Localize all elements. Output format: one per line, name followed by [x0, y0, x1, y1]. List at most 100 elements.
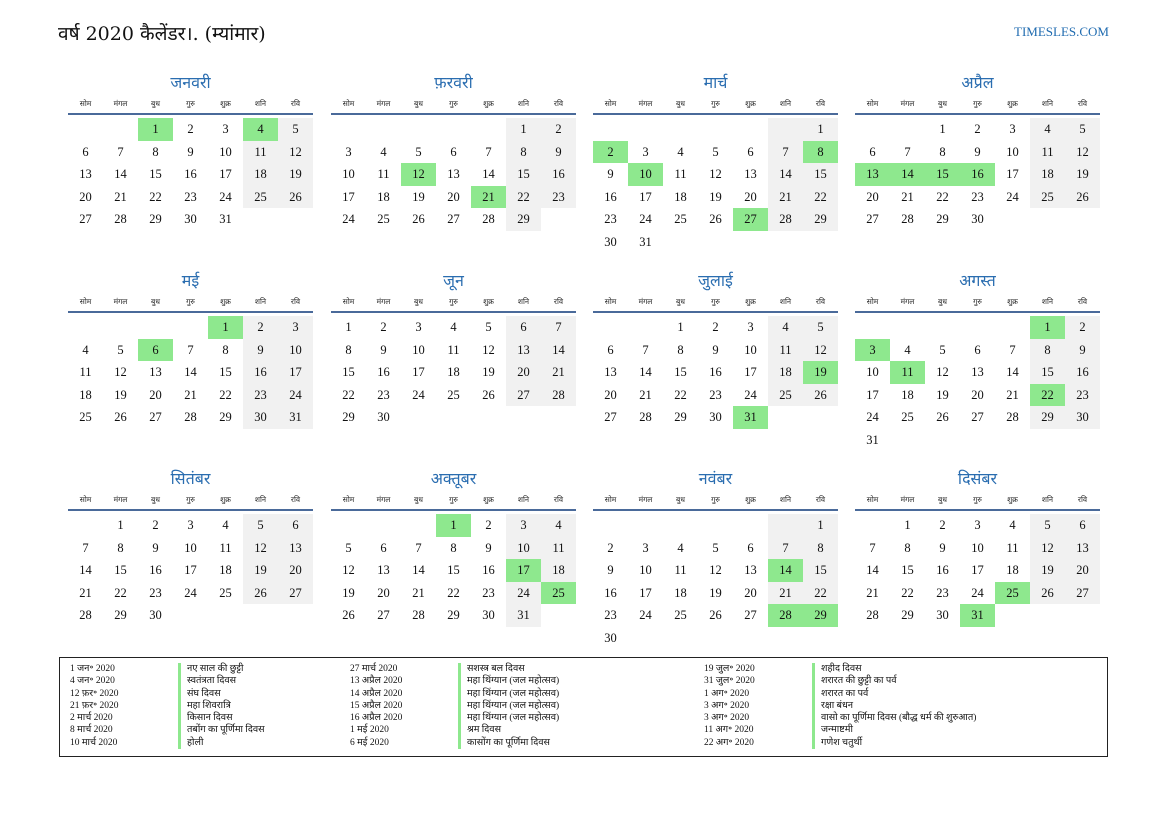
day-cell: 23	[482, 585, 495, 600]
day-cell: 27	[278, 581, 313, 604]
day-cell: 30	[482, 608, 495, 622]
site-link[interactable]: TIMESLES.COM	[1014, 24, 1109, 39]
day-cell: 26	[342, 608, 355, 622]
day-cell: 17	[1006, 167, 1019, 181]
day-cell: 11	[1006, 540, 1019, 555]
day-cell: 22	[1030, 383, 1065, 406]
day-cell: 30	[149, 608, 162, 622]
day-cell: 1	[677, 320, 684, 334]
weekday-header: सोम मंगल बुध गुरु शुक्र शनि रवि	[593, 294, 838, 311]
weekday-label: शुक्र	[220, 495, 231, 504]
day-cell: 7	[869, 540, 876, 555]
weekday-label: सोम	[604, 297, 617, 306]
weekday-label: मंगल	[113, 297, 128, 306]
day-cell: 4	[243, 118, 278, 141]
holiday-row: 3 अग॰ 2020 वासो का पूर्णिमा दिवस (बौद्ध ध…	[694, 712, 976, 725]
day-cell: 12	[1030, 536, 1065, 559]
day-cell: 12	[114, 365, 127, 379]
holiday-row: 8 मार्च 2020 तबोंग का पूर्णिमा दिवस	[60, 724, 265, 737]
day-cell: 7	[768, 536, 803, 559]
day-cell: 15	[219, 365, 232, 379]
day-cell: 3	[415, 320, 422, 334]
day-cell: 24	[184, 585, 197, 600]
day-cell: 17	[219, 167, 232, 181]
holiday-date: 31 जुल॰ 2020	[704, 676, 755, 687]
day-cell: 11	[674, 167, 687, 181]
day-cell: 12	[482, 342, 495, 357]
day-cell: 14	[482, 167, 495, 181]
day-cell: 28	[482, 212, 495, 226]
weekday-label: बुध	[151, 495, 160, 504]
day-cell: 23	[377, 387, 390, 402]
day-cell: 31	[278, 406, 313, 429]
day-cell: 6	[82, 144, 89, 159]
day-cell: 8	[152, 144, 159, 159]
holiday-row: 10 मार्च 2020 होली	[60, 736, 265, 750]
day-cell: 1	[138, 118, 173, 141]
day-cell: 11	[219, 540, 232, 555]
holiday-name: जन्माष्टमी	[812, 724, 853, 737]
day-cell: 6	[607, 342, 614, 357]
day-cell: 3	[278, 316, 313, 339]
month-block: जून सोम मंगल बुध गुरु शुक्र शनि रवि 1 2 3 4 5 6 7 8 9 10 1…	[331, 270, 576, 429]
day-cell: 8	[677, 342, 684, 357]
day-cell: 9	[974, 144, 981, 159]
day-cell: 2	[187, 122, 194, 136]
weekday-label: सोम	[342, 99, 355, 108]
day-cell: 19	[243, 559, 278, 582]
day-cell: 21	[768, 185, 803, 208]
day-cell: 12	[936, 365, 949, 379]
day-cell: 25	[541, 581, 576, 604]
day-cell: 7	[415, 540, 422, 555]
day-cell: 8	[1030, 338, 1065, 361]
day-cell: 29	[803, 208, 838, 231]
day-cell: 8	[803, 140, 838, 163]
holiday-name: संघ दिवस	[178, 687, 221, 700]
day-cell: 28	[866, 608, 879, 622]
day-cell: 1	[904, 518, 911, 532]
empty-cell	[331, 514, 366, 537]
day-cell: 26	[278, 185, 313, 208]
day-cell: 2	[939, 518, 946, 532]
day-cell: 21	[768, 581, 803, 604]
weekday-header: सोम मंगल बुध गुरु शुक्र शनि रवि	[855, 96, 1100, 113]
day-cell: 30	[604, 630, 617, 645]
holiday-row: 12 फ़र॰ 2020 संघ दिवस	[60, 687, 265, 700]
holiday-name: श्रम दिवस	[458, 724, 501, 737]
day-cell: 16	[184, 167, 197, 181]
day-cell: 21	[1006, 387, 1019, 402]
day-cell: 2	[485, 518, 492, 532]
weekday-label: रवि	[290, 297, 301, 306]
holiday-name: गणेश चतुर्थी	[812, 736, 862, 750]
header-divider	[331, 311, 576, 313]
holiday-date: 8 मार्च 2020	[70, 725, 113, 736]
day-cell: 30	[243, 406, 278, 429]
day-cell: 18	[674, 189, 687, 204]
weekday-label: मंगल	[113, 99, 128, 108]
day-cell: 12	[243, 536, 278, 559]
empty-cell	[68, 316, 103, 339]
weekday-label: गुरु	[449, 495, 458, 504]
day-cell: 25	[995, 581, 1030, 604]
day-cell: 13	[604, 365, 617, 379]
day-cell: 14	[639, 365, 652, 379]
day-cell: 17	[744, 365, 757, 379]
day-cell: 26	[412, 212, 425, 226]
weekday-header: सोम मंगल बुध गुरु शुक्र शनि रवि	[68, 492, 313, 509]
day-cell: 14	[412, 563, 425, 577]
holiday-row: 1 जन॰ 2020 नए साल की छुट्टी	[60, 663, 265, 676]
empty-cell	[698, 514, 733, 537]
day-cell: 15	[901, 563, 914, 577]
day-cell: 12	[709, 563, 722, 577]
holiday-date: 3 अग॰ 2020	[704, 713, 750, 724]
weekday-label: रवि	[553, 99, 564, 108]
empty-cell	[698, 118, 733, 141]
day-cell: 30	[604, 234, 617, 249]
day-cell: 29	[936, 212, 949, 226]
day-cell: 23	[604, 608, 617, 622]
month-block: फ़रवरी सोम मंगल बुध गुरु शुक्र शनि रवि 1 2 3 4 5 6 7 8 9…	[331, 72, 576, 231]
holiday-row: 3 अग॰ 2020 रक्षा बंधन	[694, 699, 976, 713]
day-cell: 13	[1065, 536, 1100, 559]
day-cell: 10	[744, 342, 757, 357]
day-cell: 17	[639, 189, 652, 204]
